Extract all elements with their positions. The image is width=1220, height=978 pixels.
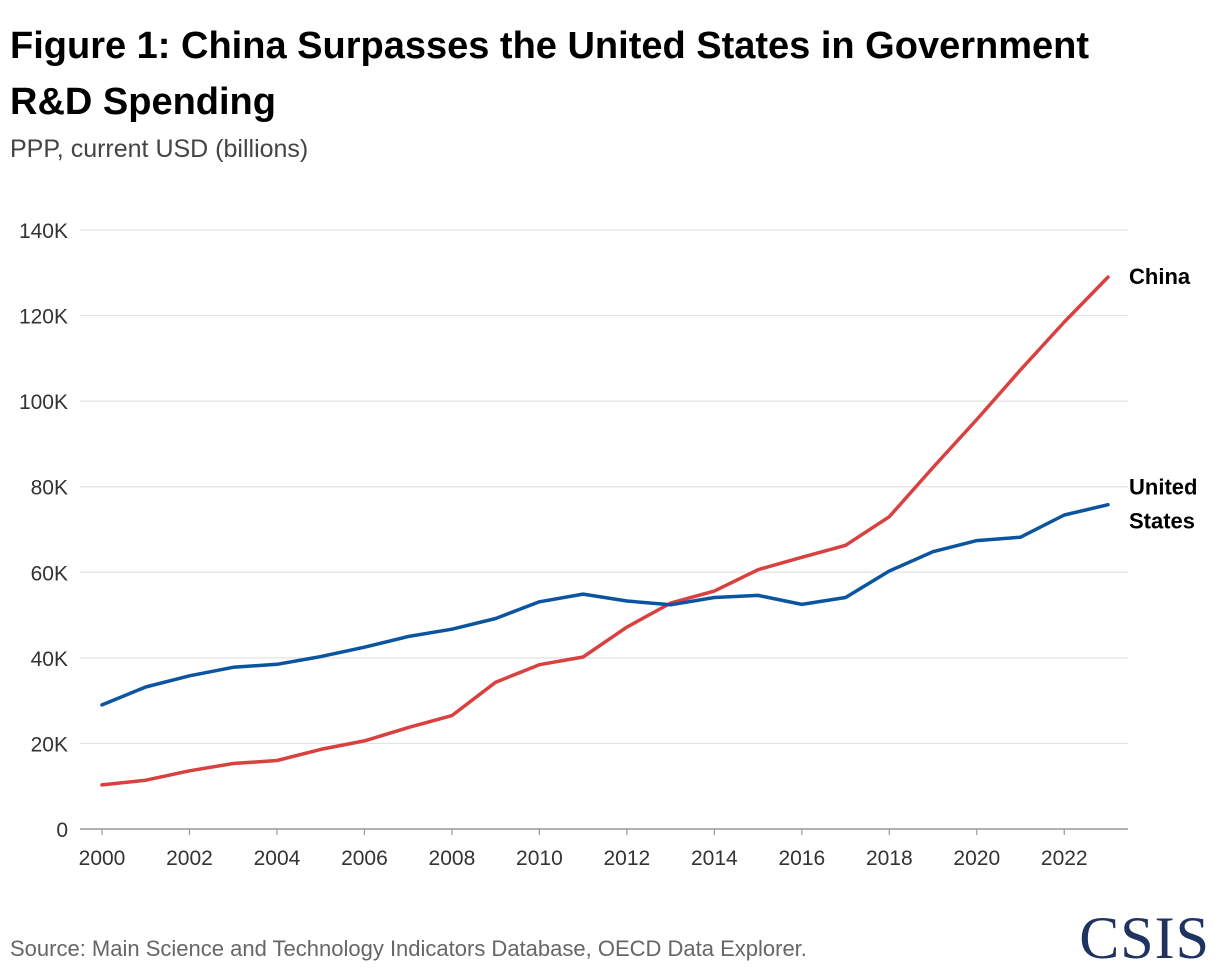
x-axis bbox=[80, 828, 1128, 835]
source-note: Source: Main Science and Technology Indi… bbox=[10, 936, 807, 961]
series-label-line: States bbox=[1129, 509, 1195, 534]
series-lines bbox=[100, 275, 1110, 787]
series-labels: China United States bbox=[1129, 264, 1197, 534]
series-label-line: China bbox=[1129, 264, 1191, 289]
csis-logo: CSIS bbox=[1079, 905, 1210, 971]
y-tick-label: 60K bbox=[31, 562, 68, 585]
x-tick-label: 2016 bbox=[778, 847, 825, 870]
x-tick-label: 2022 bbox=[1041, 847, 1088, 870]
y-tick-label: 120K bbox=[19, 306, 68, 329]
y-tick-label: 0 bbox=[56, 819, 68, 842]
chart-subtitle: PPP, current USD (billions) bbox=[10, 135, 309, 163]
y-axis-tick-labels: 0 20K 40K 60K 80K 100K 120K 140K bbox=[19, 220, 68, 842]
x-tick-label: 2010 bbox=[516, 847, 563, 870]
series-line-china bbox=[100, 275, 1110, 787]
series-label-line: United bbox=[1129, 475, 1197, 500]
series-label-china: China bbox=[1129, 264, 1191, 289]
y-tick-label: 20K bbox=[31, 733, 68, 756]
series-label-united-states: United States bbox=[1129, 475, 1197, 534]
y-tick-label: 40K bbox=[31, 648, 68, 671]
y-tick-label: 100K bbox=[19, 391, 68, 414]
x-tick-label: 2006 bbox=[341, 847, 388, 870]
chart-title: Figure 1: China Surpasses the United Sta… bbox=[10, 25, 1090, 123]
y-tick-label: 80K bbox=[31, 477, 68, 500]
x-axis-tick-labels: 2000 2002 2004 2006 2008 2010 2012 2014 2016 2018… bbox=[79, 847, 1088, 870]
gridlines bbox=[80, 229, 1128, 745]
x-tick-label: 2014 bbox=[691, 847, 738, 870]
x-tick-label: 2002 bbox=[166, 847, 213, 870]
x-tick-label: 2020 bbox=[953, 847, 1000, 870]
x-tick-label: 2004 bbox=[254, 847, 301, 870]
x-tick-label: 2018 bbox=[866, 847, 913, 870]
x-tick-label: 2012 bbox=[604, 847, 651, 870]
y-tick-label: 140K bbox=[19, 220, 68, 243]
series-line-united-states bbox=[100, 502, 1110, 707]
x-tick-label: 2008 bbox=[429, 847, 476, 870]
x-tick-label: 2000 bbox=[79, 847, 126, 870]
